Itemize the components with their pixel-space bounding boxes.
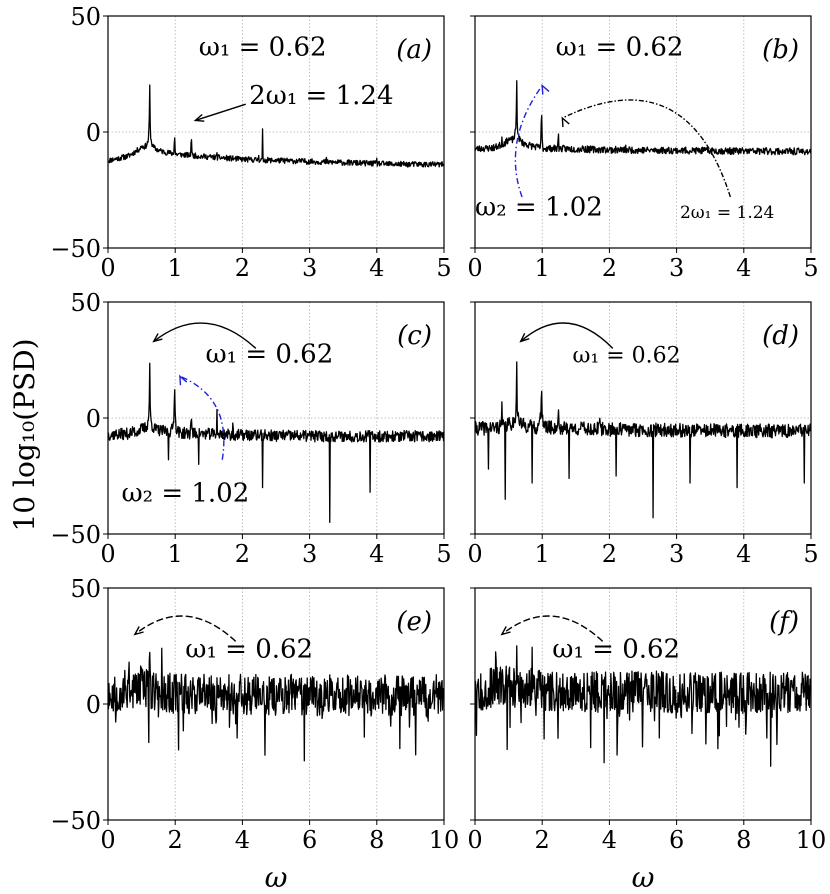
- annotation-arrow: [501, 615, 604, 642]
- annotation-arrow: [514, 85, 543, 198]
- annotation-arrow: [179, 375, 225, 460]
- panel-label-a: (a): [396, 35, 432, 65]
- x-tick-label: 5: [803, 540, 818, 568]
- x-tick-label: 5: [436, 540, 451, 568]
- y-tick-label: −50: [50, 235, 101, 263]
- x-tick-label: 2: [602, 254, 617, 282]
- x-tick-label: 0: [100, 826, 115, 854]
- annotation-a-1: ω₁ = 0.62: [199, 32, 327, 62]
- annotation-b-3: 2ω₁ = 1.24: [680, 203, 774, 223]
- annotation-b-2: ω₂ = 1.02: [475, 193, 603, 223]
- x-tick-label: 4: [369, 254, 384, 282]
- x-tick-label: 1: [535, 254, 550, 282]
- x-tick-label: 1: [168, 254, 183, 282]
- panel-d: 0 1 2 3 4 5 (d) ω₁ = 0.62: [467, 301, 819, 568]
- x-tick-label: 0: [100, 540, 115, 568]
- x-tick-label: 2: [168, 826, 183, 854]
- annotation-arrow: [195, 103, 246, 122]
- x-tick-label: 4: [602, 826, 617, 854]
- panel-b: 0 1 2 3 4 5 (b) ω₁ = 0.62 ω₂ = 1.02 2ω₁ = 1.24: [467, 15, 819, 282]
- psd-series-a: [108, 84, 444, 168]
- arrow-head: [133, 626, 144, 636]
- y-tick-label: −50: [50, 807, 101, 835]
- annotation-e-1: ω₁ = 0.62: [185, 635, 313, 665]
- y-tick-label: 50: [70, 289, 101, 317]
- arrow-head: [193, 113, 205, 122]
- annotation-arrow: [520, 322, 614, 349]
- x-tick-label: 1: [168, 540, 183, 568]
- panel-label-f: (f): [769, 607, 799, 637]
- x-tick-label: 5: [803, 254, 818, 282]
- x-tick-label: 0: [467, 826, 482, 854]
- panel-label-e: (e): [396, 607, 432, 637]
- annotation-arrow: [153, 322, 257, 349]
- x-tick-label: 2: [235, 540, 250, 568]
- panel-label-c: (c): [397, 321, 432, 351]
- x-tick-label: 3: [669, 254, 684, 282]
- annotation-a-2: 2ω₁ = 1.24: [249, 81, 393, 111]
- arrow-head: [561, 116, 570, 128]
- x-tick-label: 4: [235, 826, 250, 854]
- arrow-head: [541, 83, 550, 95]
- annotation-arrow: [562, 99, 732, 198]
- x-tick-label: 1: [535, 540, 550, 568]
- annotation-d-1: ω₁ = 0.62: [572, 343, 680, 368]
- y-tick-label: 50: [70, 575, 101, 603]
- psd-series-f: [475, 645, 811, 767]
- arrow-head: [500, 626, 511, 636]
- x-tick-label: 6: [669, 826, 684, 854]
- x-tick-label: 8: [369, 826, 384, 854]
- x-tick-label: 0: [100, 254, 115, 282]
- x-tick-label: 2: [535, 826, 550, 854]
- panel-label-d: (d): [762, 321, 799, 351]
- y-tick-label: 0: [86, 405, 101, 433]
- x-tick-label: 6: [302, 826, 317, 854]
- y-tick-label: 50: [70, 3, 101, 31]
- x-tick-label: 2: [602, 540, 617, 568]
- psd-series-b: [475, 80, 811, 156]
- panel-f: 0 2 4 6 8 10 (f) ω₁ = 0.62: [467, 587, 827, 854]
- x-tick-label: 2: [235, 254, 250, 282]
- annotation-arrow: [134, 615, 237, 642]
- arrow-head: [179, 374, 188, 386]
- y-tick-label: −50: [50, 521, 101, 549]
- x-tick-label: 3: [302, 254, 317, 282]
- x-tick-label: 5: [436, 254, 451, 282]
- x-tick-label: 0: [467, 540, 482, 568]
- x-axis-label-right: ω: [632, 861, 655, 894]
- annotation-f-1: ω₁ = 0.62: [552, 635, 680, 665]
- annotation-b-1: ω₁ = 0.62: [556, 32, 684, 62]
- arrow-head: [519, 333, 530, 343]
- y-tick-label: 0: [86, 119, 101, 147]
- annotation-c-1: ω₁ = 0.62: [205, 339, 333, 369]
- psd-series-c: [108, 362, 444, 524]
- x-tick-label: 8: [736, 826, 751, 854]
- x-tick-label: 0: [467, 254, 482, 282]
- psd-series-d: [475, 361, 811, 519]
- y-tick-label: 0: [86, 691, 101, 719]
- y-axis-label: 10 log₁₀(PSD): [8, 338, 41, 531]
- annotation-c-2: ω₂ = 1.02: [121, 479, 249, 509]
- x-tick-label: 4: [736, 540, 751, 568]
- panel-label-b: (b): [762, 35, 799, 65]
- x-tick-label: 10: [429, 826, 460, 854]
- x-tick-label: 4: [369, 540, 384, 568]
- psd-series-e: [108, 647, 444, 762]
- x-tick-label: 3: [669, 540, 684, 568]
- x-tick-label: 10: [796, 826, 827, 854]
- x-tick-label: 3: [302, 540, 317, 568]
- x-tick-label: 4: [736, 254, 751, 282]
- x-axis-label-left: ω: [265, 861, 288, 894]
- arrow-head: [152, 333, 163, 343]
